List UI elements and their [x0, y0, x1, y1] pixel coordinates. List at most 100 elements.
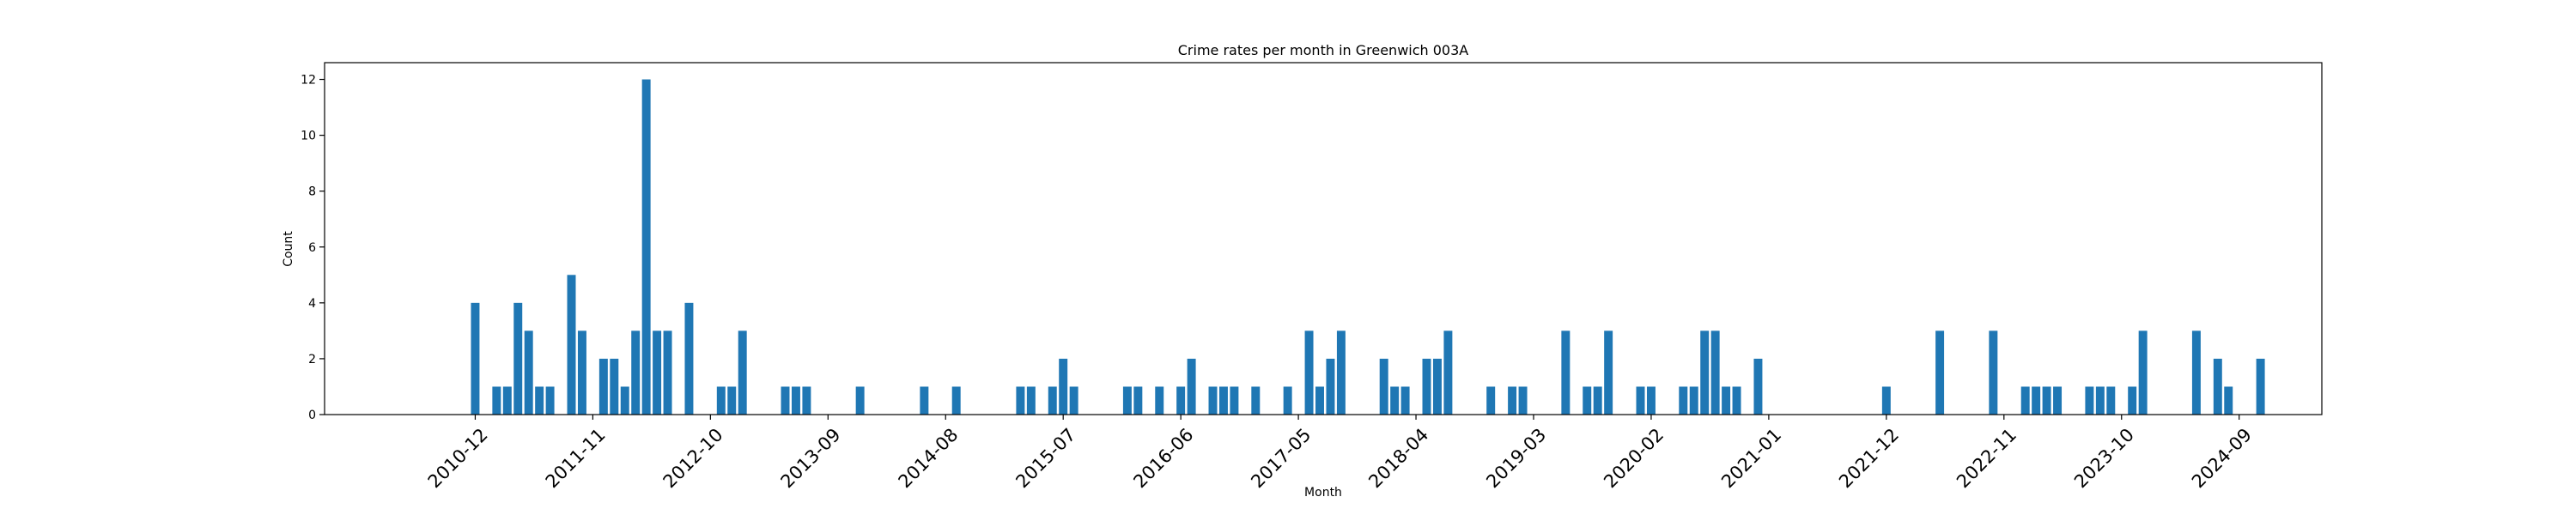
- bar: [1048, 386, 1057, 415]
- bar: [2020, 386, 2030, 415]
- x-tick-label: 2015-07: [1012, 424, 1079, 492]
- bar: [545, 386, 555, 415]
- x-tick-label: 2020-02: [1600, 424, 1668, 492]
- bar: [471, 302, 480, 415]
- bar: [2128, 386, 2137, 415]
- bar: [620, 386, 629, 415]
- bar: [716, 386, 726, 415]
- bar: [598, 358, 608, 415]
- x-axis-label: Month: [1304, 486, 1342, 500]
- x-axis: 2010-12 2011-11 2012-10 2013-09 2014-08 2015-…: [424, 415, 2256, 492]
- bar: [1283, 386, 1292, 415]
- bar: [1155, 386, 1164, 415]
- bar: [1016, 386, 1025, 415]
- bar: [2095, 386, 2105, 415]
- bar: [684, 302, 694, 415]
- y-axis: 0 2 4 6 8 10 12: [301, 74, 325, 422]
- bar: [920, 386, 929, 415]
- y-tick-label: 0: [308, 409, 316, 422]
- x-tick-label: 2014-08: [895, 424, 963, 492]
- x-tick-label: 2023-10: [2070, 424, 2138, 492]
- bar: [2085, 386, 2094, 415]
- bar: [1935, 330, 1945, 415]
- bar: [577, 330, 586, 415]
- bar: [1251, 386, 1261, 415]
- bar: [2106, 386, 2116, 415]
- bar: [631, 330, 641, 415]
- x-tick-label: 2016-06: [1129, 424, 1197, 492]
- bar: [1422, 358, 1431, 415]
- bar: [1700, 330, 1710, 415]
- bar: [1753, 358, 1763, 415]
- bars-group: [471, 79, 2265, 415]
- y-tick-label: 12: [301, 74, 316, 88]
- bar: [1518, 386, 1528, 415]
- x-tick-label: 2011-11: [542, 424, 610, 492]
- bar: [2042, 386, 2051, 415]
- y-tick-label: 8: [308, 185, 316, 199]
- bar: [1379, 358, 1388, 415]
- bar: [1069, 386, 1078, 415]
- bar: [1636, 386, 1645, 415]
- bar: [1881, 386, 1891, 415]
- bar: [2032, 386, 2041, 415]
- bar: [535, 386, 544, 415]
- bar: [2191, 330, 2201, 415]
- bar: [1732, 386, 1741, 415]
- bar: [727, 386, 737, 415]
- bar: [1432, 358, 1442, 415]
- x-tick-label: 2019-03: [1482, 424, 1550, 492]
- bar: [1689, 386, 1698, 415]
- y-tick-label: 4: [308, 297, 316, 311]
- bar: [791, 386, 800, 415]
- x-tick-label: 2013-09: [777, 424, 845, 492]
- x-tick-label: 2022-11: [1953, 424, 2020, 492]
- bar: [1400, 386, 1410, 415]
- bar: [1026, 386, 1036, 415]
- plot-frame: [324, 62, 2323, 415]
- bar: [2053, 386, 2063, 415]
- x-tick-label: 2010-12: [424, 424, 492, 492]
- bar: [513, 302, 523, 415]
- bar: [1304, 330, 1314, 415]
- bar: [1583, 386, 1592, 415]
- bar: [1710, 330, 1720, 415]
- bar: [855, 386, 865, 415]
- bar: [502, 386, 512, 415]
- bar: [1593, 386, 1602, 415]
- bar: [2213, 358, 2222, 415]
- bar: [1508, 386, 1517, 415]
- bar: [1561, 330, 1571, 415]
- bar: [1326, 358, 1335, 415]
- x-tick-label: 2024-09: [2188, 424, 2256, 492]
- bar: [2138, 330, 2148, 415]
- bar: [1122, 386, 1132, 415]
- bar: [738, 330, 747, 415]
- bar: [1133, 386, 1143, 415]
- x-tick-label: 2018-04: [1364, 424, 1432, 492]
- y-tick-label: 2: [308, 353, 316, 367]
- bar: [567, 275, 576, 415]
- bar: [802, 386, 811, 415]
- bar: [1443, 330, 1453, 415]
- x-tick-label: 2021-01: [1717, 424, 1785, 492]
- bar: [1187, 358, 1196, 415]
- bar: [2256, 358, 2265, 415]
- bar: [1218, 386, 1228, 415]
- bar: [1336, 330, 1346, 415]
- bar: [2224, 386, 2233, 415]
- bar: [1390, 386, 1400, 415]
- bar: [492, 386, 501, 415]
- chart-title: Crime rates per month in Greenwich 003A: [1177, 42, 1469, 58]
- bar: [1486, 386, 1496, 415]
- bar: [1059, 358, 1068, 415]
- bar: [1208, 386, 1218, 415]
- y-tick-label: 10: [301, 130, 316, 143]
- y-tick-label: 6: [308, 241, 316, 255]
- x-tick-label: 2012-10: [659, 424, 727, 492]
- bar: [951, 386, 961, 415]
- bar: [1989, 330, 1998, 415]
- bar: [653, 330, 662, 415]
- bar: [1679, 386, 1688, 415]
